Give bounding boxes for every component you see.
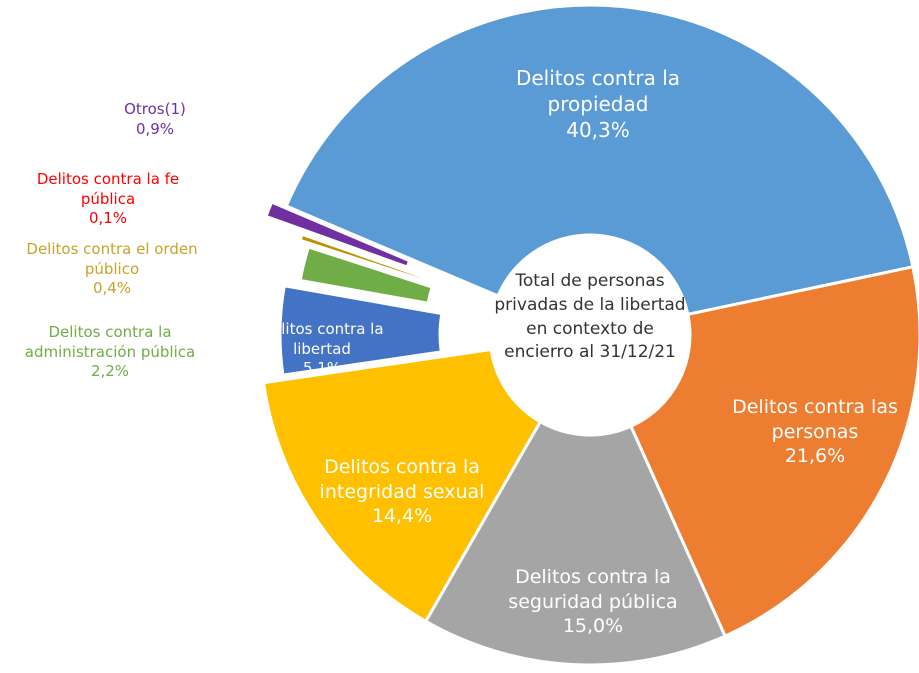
value-label: 2,2% bbox=[90, 362, 130, 380]
value-label: 40,3% bbox=[566, 118, 630, 142]
value-label: 15,0% bbox=[562, 615, 624, 638]
segment-label: Otros(1) 0,9% bbox=[95, 100, 215, 139]
donut-segment bbox=[284, 3, 915, 317]
category-label: Delitos contra la fe pública bbox=[36, 170, 180, 208]
category-label: Delitos contra la libertad bbox=[260, 320, 384, 358]
center-text: Total de personas privadas de la liberta… bbox=[494, 271, 686, 363]
segment-label: Delitos contra la fe pública 0,1% bbox=[8, 170, 208, 229]
category-label: Otros(1) bbox=[124, 100, 186, 118]
value-label: 0,1% bbox=[88, 209, 128, 227]
segment-label: Delitos contra la propiedad 40,3% bbox=[503, 65, 693, 143]
category-label: Delitos contra la seguridad pública bbox=[508, 566, 678, 613]
donut-segment bbox=[298, 232, 427, 283]
value-label: 5,1% bbox=[302, 359, 342, 377]
segment-label: Delitos contra la seguridad pública 15,0% bbox=[488, 565, 698, 639]
segment-label: Delitos contra la administración pública… bbox=[0, 323, 220, 382]
value-label: 14,4% bbox=[371, 505, 433, 528]
category-label: Delitos contra la administración pública bbox=[24, 323, 196, 361]
donut-segment bbox=[278, 283, 444, 377]
segment-label: Delitos contra la libertad 5,1% bbox=[257, 320, 387, 379]
donut-segment bbox=[293, 227, 421, 277]
donut-segment bbox=[264, 200, 412, 270]
category-label: Delitos contra las personas bbox=[732, 396, 898, 443]
donut-segment bbox=[423, 419, 728, 667]
donut-segment bbox=[261, 347, 543, 624]
value-label: 21,6% bbox=[784, 445, 846, 468]
category-label: Delitos contra la propiedad bbox=[515, 66, 681, 116]
donut-segment bbox=[298, 245, 435, 305]
donut-segment bbox=[628, 265, 919, 639]
value-label: 0,4% bbox=[92, 279, 132, 297]
value-label: 0,9% bbox=[135, 119, 175, 138]
category-label: Delitos contra el orden público bbox=[26, 240, 198, 278]
segment-label: Delitos contra el orden público 0,4% bbox=[2, 240, 222, 299]
category-label: Delitos contra la integridad sexual bbox=[319, 456, 485, 503]
segment-label: Delitos contra las personas 21,6% bbox=[730, 395, 900, 469]
segment-label: Delitos contra la integridad sexual 14,4% bbox=[297, 455, 507, 529]
